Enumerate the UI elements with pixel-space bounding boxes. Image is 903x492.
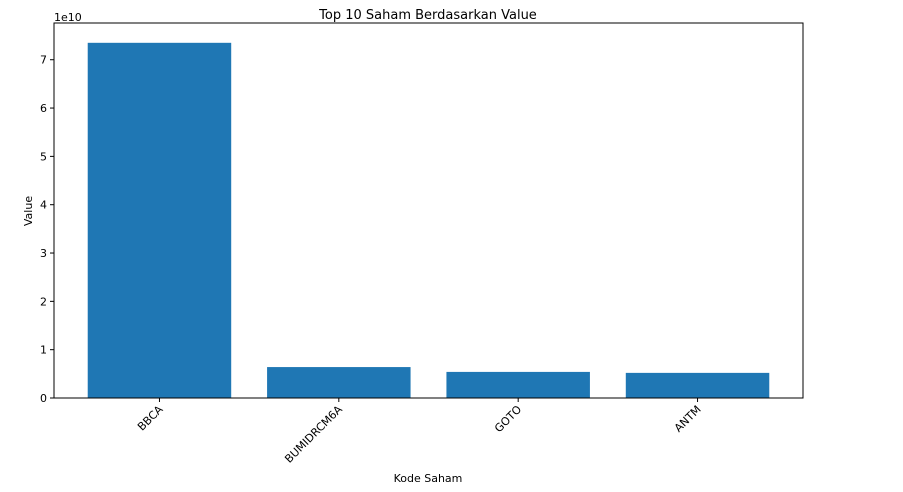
y-tick-label: 7 (40, 54, 47, 67)
y-tick-label: 5 (40, 150, 47, 163)
plot-frame (53, 22, 804, 399)
bar (267, 367, 411, 398)
bar (87, 42, 232, 399)
x-tick-label: GOTO (492, 403, 524, 435)
x-tick-label: BUMIDRCM6A (282, 403, 345, 466)
bar (625, 372, 770, 398)
x-axis-label: Kode Saham (394, 472, 463, 485)
y-tick-label: 6 (40, 102, 47, 115)
y-tick-label: 0 (40, 392, 47, 405)
x-tick-label: ANTM (672, 403, 704, 435)
chart-title: Top 10 Saham Berdasarkan Value (318, 8, 537, 23)
y-tick-label: 4 (40, 199, 47, 212)
y-tick-label: 2 (40, 295, 47, 308)
y-axis-label: Value (22, 196, 35, 226)
x-tick-label: BBCA (135, 403, 166, 434)
y-tick-label: 3 (40, 247, 47, 260)
y-offset-label: 1e10 (54, 11, 82, 24)
y-tick-label: 1 (40, 344, 47, 357)
bar (446, 371, 590, 398)
